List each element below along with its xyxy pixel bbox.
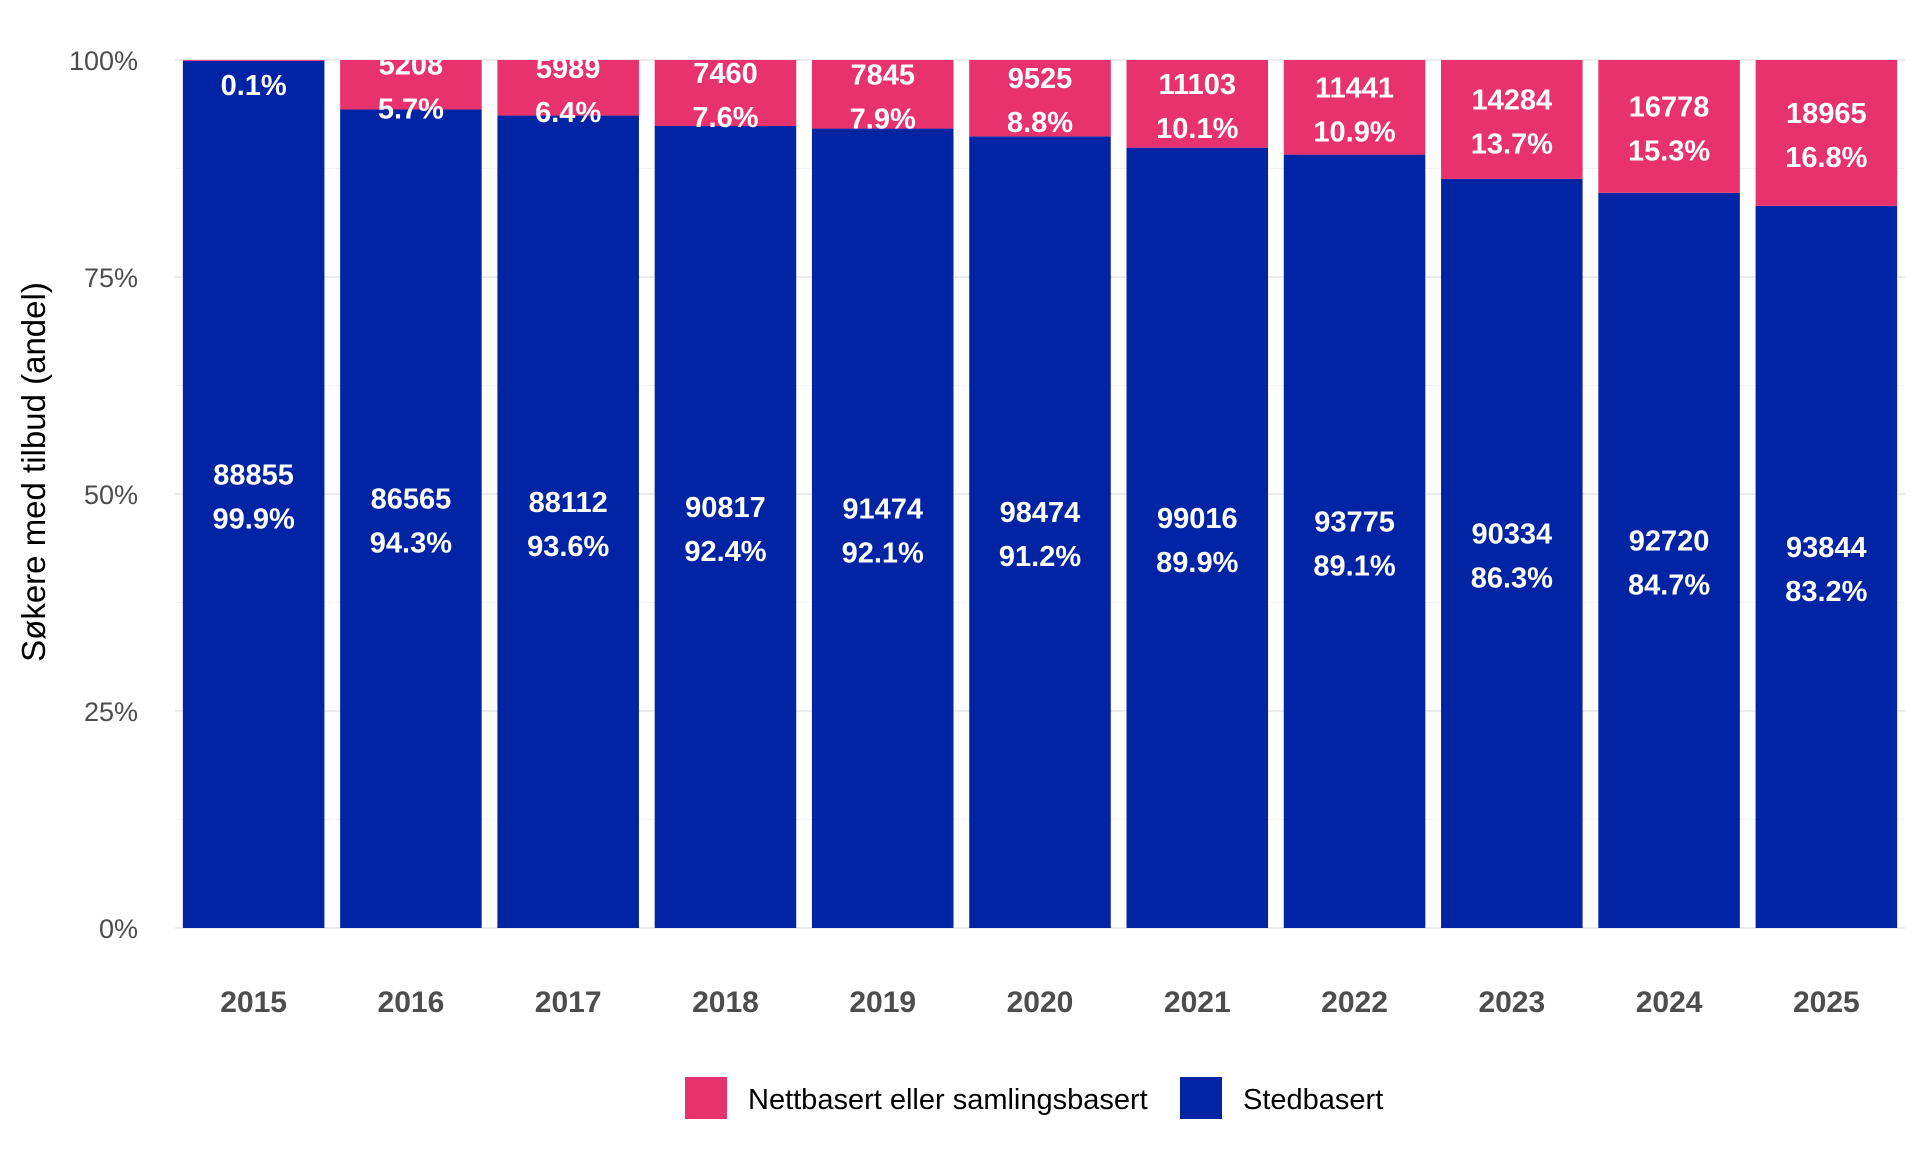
legend-label: Stedbasert xyxy=(1243,1084,1383,1116)
legend-label: Nettbasert eller samlingsbasert xyxy=(748,1084,1148,1116)
bar-share-label: 0.1% xyxy=(221,70,287,102)
bar-count-label: 98474 xyxy=(1000,497,1081,529)
bar-share-label: 13.7% xyxy=(1471,128,1553,160)
bar-count-label: 99016 xyxy=(1157,503,1238,535)
bar-stedbasert xyxy=(1598,192,1740,928)
bar-share-label: 84.7% xyxy=(1628,569,1710,601)
bar-share-label: 86.3% xyxy=(1471,562,1553,594)
x-tick-label: 2021 xyxy=(1164,986,1231,1019)
y-tick-label: 100% xyxy=(69,46,138,76)
x-tick-label: 2017 xyxy=(535,986,602,1019)
x-tick-label: 2019 xyxy=(849,986,916,1019)
x-tick-label: 2025 xyxy=(1793,986,1860,1019)
bar-count-label: 92720 xyxy=(1629,525,1710,557)
bar-share-label: 99.9% xyxy=(213,503,295,535)
bar-share-label: 89.9% xyxy=(1156,547,1238,579)
y-axis-title: Søkere med tilbud (andel) xyxy=(15,282,52,662)
bar-share-label: 94.3% xyxy=(370,528,452,560)
bar-nettbasert xyxy=(1755,60,1898,206)
x-tick-label: 2023 xyxy=(1478,986,1545,1019)
bar-share-label: 83.2% xyxy=(1785,576,1867,608)
bar-count-label: 18965 xyxy=(1786,98,1867,130)
bar-count-label: 93775 xyxy=(1314,506,1395,538)
legend: Nettbasert eller samlingsbasert Stedbaser… xyxy=(685,1077,1383,1119)
bar-share-label: 7.6% xyxy=(692,102,758,134)
bar-share-label: 10.1% xyxy=(1156,113,1238,145)
bar-count-label: 7460 xyxy=(693,58,758,90)
bar-count-label: 9525 xyxy=(1008,63,1073,95)
bar-nettbasert xyxy=(1126,60,1269,148)
bar-count-label: 90334 xyxy=(1471,518,1552,550)
bar-stedbasert xyxy=(654,125,797,928)
bar-stedbasert xyxy=(811,128,954,928)
bar-count-label: 88112 xyxy=(529,487,608,519)
bar-count-label: 14284 xyxy=(1471,84,1552,116)
legend-swatch xyxy=(1180,1077,1222,1119)
bar-nettbasert xyxy=(497,60,639,116)
bar-share-label: 89.1% xyxy=(1313,550,1395,582)
y-tick-label: 75% xyxy=(84,263,138,293)
bar-count-label: 91474 xyxy=(842,493,923,525)
x-tick-label: 2022 xyxy=(1321,986,1388,1019)
bar-stedbasert xyxy=(1126,147,1269,929)
x-tick-label: 2018 xyxy=(692,986,759,1019)
bar-count-label: 5208 xyxy=(379,50,444,82)
bar-stedbasert xyxy=(1755,205,1898,929)
legend-swatch xyxy=(685,1077,727,1119)
y-tick-label: 25% xyxy=(84,697,138,727)
bar-labels-layer: 88855 99.9% 0.1% 86565 94.3% 5208 5.7% 88112 93.… xyxy=(213,50,1868,608)
bar-nettbasert xyxy=(182,60,325,61)
bar-nettbasert xyxy=(654,60,797,126)
x-tick-label: 2024 xyxy=(1636,986,1703,1019)
bars-layer xyxy=(182,60,1898,929)
bar-count-label: 88855 xyxy=(213,459,294,491)
bar-share-label: 92.4% xyxy=(684,536,766,568)
bar-share-label: 7.9% xyxy=(850,103,916,135)
bar-share-label: 92.1% xyxy=(842,537,924,569)
bar-count-label: 5989 xyxy=(536,53,601,85)
x-axis-ticks: 2015 2016 2017 2018 2019 2020 2021 2022 2023 2024… xyxy=(220,986,1859,1019)
bar-nettbasert xyxy=(969,60,1111,137)
bar-nettbasert xyxy=(1441,60,1583,179)
y-axis-ticks: 0% 25% 50% 75% 100% xyxy=(69,46,138,944)
bar-count-label: 7845 xyxy=(850,59,915,91)
bar-count-label: 86565 xyxy=(371,484,452,516)
bar-share-label: 15.3% xyxy=(1628,135,1710,167)
bar-share-label: 10.9% xyxy=(1313,116,1395,148)
bar-nettbasert xyxy=(1598,60,1740,193)
bar-share-label: 91.2% xyxy=(999,541,1081,573)
bar-share-label: 6.4% xyxy=(535,97,601,129)
bar-share-label: 93.6% xyxy=(527,531,609,563)
bar-share-label: 16.8% xyxy=(1785,142,1867,174)
bar-count-label: 93844 xyxy=(1786,532,1867,564)
bar-stedbasert xyxy=(1283,154,1426,928)
x-tick-label: 2016 xyxy=(378,986,445,1019)
bar-stedbasert xyxy=(1441,178,1583,928)
bar-stedbasert xyxy=(497,115,639,928)
bar-nettbasert xyxy=(811,60,954,129)
bar-share-label: 5.7% xyxy=(378,94,444,126)
bar-nettbasert xyxy=(340,60,482,110)
x-tick-label: 2020 xyxy=(1007,986,1074,1019)
bar-count-label: 16778 xyxy=(1629,91,1710,123)
bar-stedbasert xyxy=(340,109,482,928)
bar-count-label: 11103 xyxy=(1159,69,1236,101)
bar-stedbasert xyxy=(969,136,1111,928)
bar-count-label: 11441 xyxy=(1315,72,1394,104)
bar-nettbasert xyxy=(1283,60,1426,155)
bar-count-label: 90817 xyxy=(685,492,766,524)
y-tick-label: 50% xyxy=(84,480,138,510)
y-tick-label: 0% xyxy=(99,914,138,944)
x-tick-label: 2015 xyxy=(220,986,287,1019)
bar-share-label: 8.8% xyxy=(1007,107,1073,139)
bar-stedbasert xyxy=(182,60,325,929)
